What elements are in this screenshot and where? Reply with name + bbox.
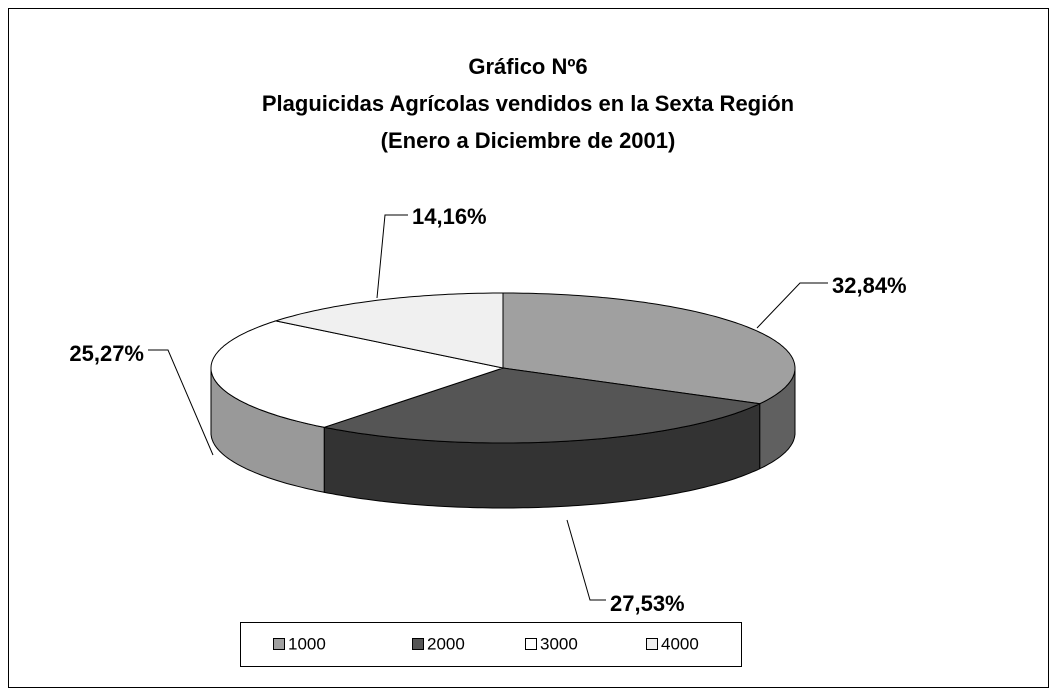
data-label: 14,16% bbox=[412, 204, 487, 229]
leader-line bbox=[566, 519, 606, 601]
data-label: 27,53% bbox=[610, 591, 685, 616]
legend-label: 3000 bbox=[540, 634, 578, 653]
legend-swatch bbox=[273, 638, 285, 650]
chart-title: Gráfico Nº6 bbox=[468, 54, 587, 79]
leader-line bbox=[756, 282, 828, 329]
chart-title: (Enero a Diciembre de 2001) bbox=[381, 128, 676, 153]
chart-title: Plaguicidas Agrícolas vendidos en la Sex… bbox=[262, 91, 794, 116]
slice bbox=[210, 320, 505, 428]
data-label: 25,27% bbox=[69, 341, 144, 366]
leader-line bbox=[148, 349, 214, 456]
slice bbox=[273, 292, 504, 369]
leader-line bbox=[376, 214, 408, 299]
slice bbox=[322, 367, 762, 444]
legend-swatch bbox=[646, 638, 658, 650]
data-label: 32,84% bbox=[832, 273, 907, 298]
legend-label: 4000 bbox=[661, 634, 699, 653]
legend-swatch bbox=[412, 638, 424, 650]
legend-label: 2000 bbox=[427, 634, 465, 653]
legend-label: 1000 bbox=[288, 634, 326, 653]
legend-swatch bbox=[525, 638, 537, 650]
slice bbox=[502, 292, 796, 405]
